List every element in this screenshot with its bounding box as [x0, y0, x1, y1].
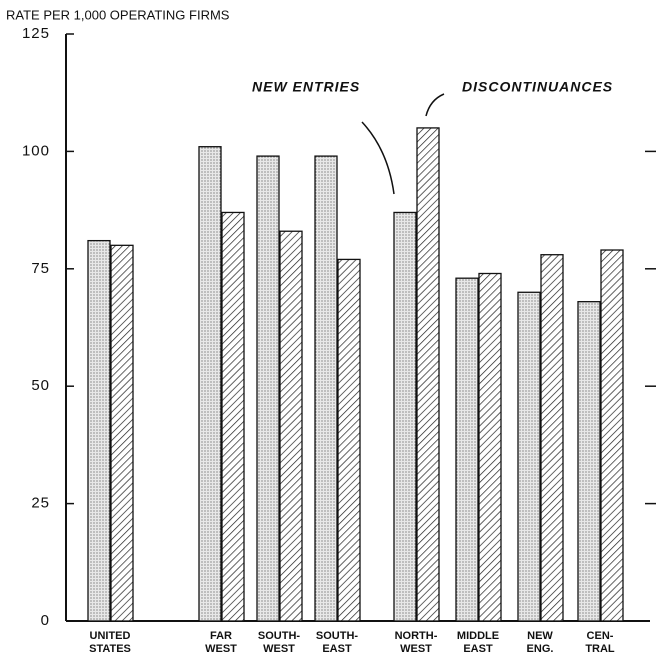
bar: [314, 155, 338, 622]
bar: [337, 258, 361, 622]
y-tick-label: 100: [22, 142, 50, 159]
x-tick-label: FAR: [210, 630, 232, 642]
y-tick-label: 25: [31, 495, 50, 512]
x-tick-label: UNITED: [90, 630, 131, 642]
bar: [256, 155, 280, 622]
x-tick-label: ENG.: [527, 643, 554, 655]
bar: [393, 211, 417, 622]
bar: [221, 211, 245, 622]
x-tick-label: NEW: [527, 630, 553, 642]
x-tick-label: WEST: [263, 643, 295, 655]
x-tick-label: EAST: [463, 643, 493, 655]
x-tick-label: NORTH-: [395, 630, 438, 642]
y-axis-label: RATE PER 1,000 OPERATING FIRMS: [6, 7, 230, 22]
x-tick-label: WEST: [400, 643, 432, 655]
y-tick-label: 50: [31, 377, 50, 394]
y-tick-label: 125: [22, 25, 50, 42]
bar: [110, 244, 134, 622]
legend-label: NEW ENTRIES: [252, 79, 360, 95]
x-tick-label: WEST: [205, 643, 237, 655]
x-tick-label: EAST: [322, 643, 352, 655]
x-tick-label: SOUTH-: [258, 630, 301, 642]
bar: [478, 272, 502, 622]
bar: [87, 239, 111, 622]
bar: [577, 301, 601, 622]
y-tick-label: 75: [31, 260, 50, 277]
bar: [517, 291, 541, 622]
leader-line: [425, 93, 445, 117]
x-tick-label: CEN-: [587, 630, 614, 642]
x-tick-label: TRAL: [585, 643, 615, 655]
y-tick-label: 0: [41, 612, 50, 629]
bar: [416, 127, 440, 622]
legend-label: DISCONTINUANCES: [462, 79, 613, 95]
bar: [455, 277, 479, 622]
x-tick-label: MIDDLE: [457, 630, 499, 642]
bar: [600, 249, 624, 622]
leader-line: [361, 121, 395, 195]
bar: [198, 146, 222, 622]
bar: [279, 230, 303, 622]
x-tick-label: STATES: [89, 643, 131, 655]
bar: [540, 254, 564, 622]
x-tick-label: SOUTH-: [316, 630, 359, 642]
